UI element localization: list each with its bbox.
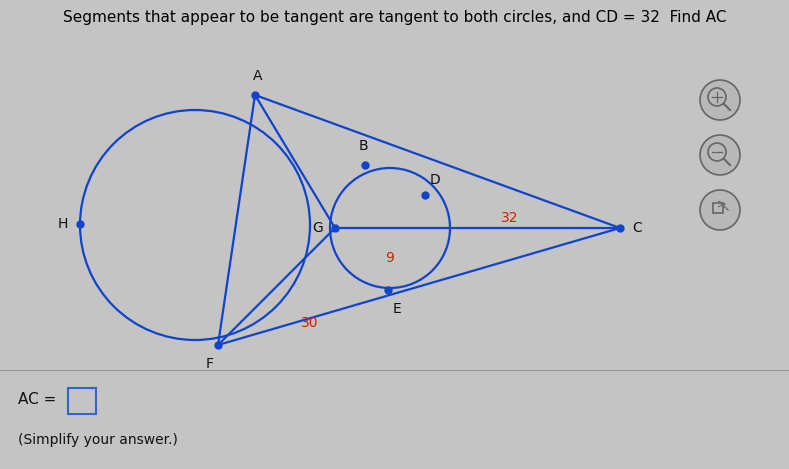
Text: A: A (253, 69, 263, 83)
Text: F: F (206, 357, 214, 371)
Circle shape (700, 80, 740, 120)
Text: 30: 30 (301, 316, 319, 330)
Text: E: E (393, 302, 402, 316)
Text: (Simplify your answer.): (Simplify your answer.) (18, 433, 178, 447)
Circle shape (700, 135, 740, 175)
Bar (68, 388, 96, 414)
Text: C: C (632, 221, 641, 235)
Text: G: G (312, 221, 323, 235)
Text: 9: 9 (386, 251, 394, 265)
Text: Segments that appear to be tangent are tangent to both circles, and CD = 32  Fin: Segments that appear to be tangent are t… (63, 10, 726, 25)
Text: B: B (358, 139, 368, 153)
Bar (713, 203, 723, 213)
Circle shape (700, 190, 740, 230)
Text: AC =: AC = (18, 393, 56, 408)
Text: 32: 32 (501, 211, 518, 225)
Text: H: H (58, 217, 68, 231)
Text: D: D (430, 173, 441, 187)
